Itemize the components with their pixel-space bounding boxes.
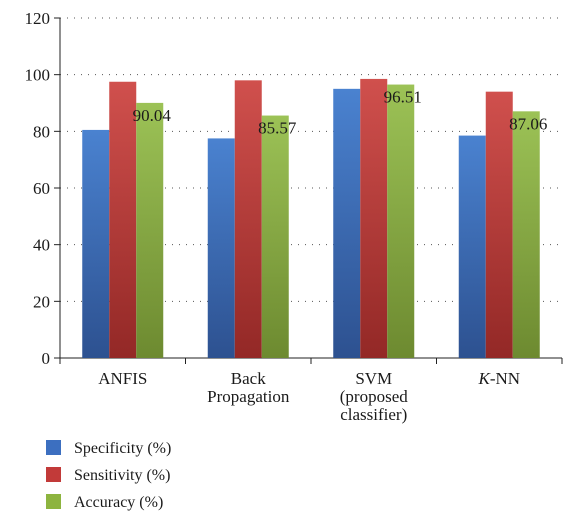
- bar-accuracy-0: [136, 102, 164, 359]
- bars: [82, 78, 540, 359]
- x-category-label: SVM: [355, 369, 392, 388]
- y-tick-label: 20: [33, 292, 50, 311]
- data-label-accuracy: 85.57: [258, 119, 297, 138]
- bar-specificity-1: [207, 138, 235, 358]
- x-category-label: Back: [231, 369, 266, 388]
- legend-swatch-specificity: [46, 440, 61, 455]
- y-tick-label: 80: [33, 122, 50, 141]
- data-label-accuracy: 87.06: [509, 114, 547, 133]
- x-category-label: K-NN: [477, 369, 520, 388]
- bar-accuracy-2: [387, 84, 415, 359]
- bar-specificity-0: [82, 129, 110, 358]
- x-category-label: (proposed: [340, 387, 408, 406]
- legend: Specificity (%) Sensitivity (%) Accuracy (…: [46, 440, 171, 511]
- y-tick-label: 120: [25, 9, 51, 28]
- bar-sensitivity-0: [109, 81, 137, 358]
- y-tick-label: 0: [42, 349, 51, 368]
- bar-specificity-3: [458, 135, 486, 358]
- bar-accuracy-1: [261, 115, 289, 358]
- legend-label: Specificity (%): [74, 440, 171, 457]
- bar-specificity-2: [333, 88, 361, 358]
- data-label-accuracy: 90.04: [133, 106, 172, 125]
- bar-accuracy-3: [512, 111, 540, 358]
- x-category-label: ANFIS: [98, 369, 147, 388]
- bar-sensitivity-2: [360, 78, 388, 359]
- legend-label: Sensitivity (%): [74, 467, 170, 484]
- y-tick-label: 40: [33, 236, 50, 255]
- legend-label: Accuracy (%): [74, 494, 163, 511]
- data-label-accuracy: 96.51: [384, 88, 422, 107]
- bar-sensitivity-3: [485, 91, 513, 359]
- x-category-label: classifier): [340, 405, 407, 424]
- y-tick-label: 60: [33, 179, 50, 198]
- bar-sensitivity-1: [234, 80, 262, 358]
- axes: 0 20 40 60 80 100 120: [25, 9, 563, 368]
- legend-swatch-accuracy: [46, 494, 61, 509]
- legend-swatch-sensitivity: [46, 467, 61, 482]
- y-tick-label: 100: [25, 66, 51, 85]
- x-category-label: Propagation: [207, 387, 290, 406]
